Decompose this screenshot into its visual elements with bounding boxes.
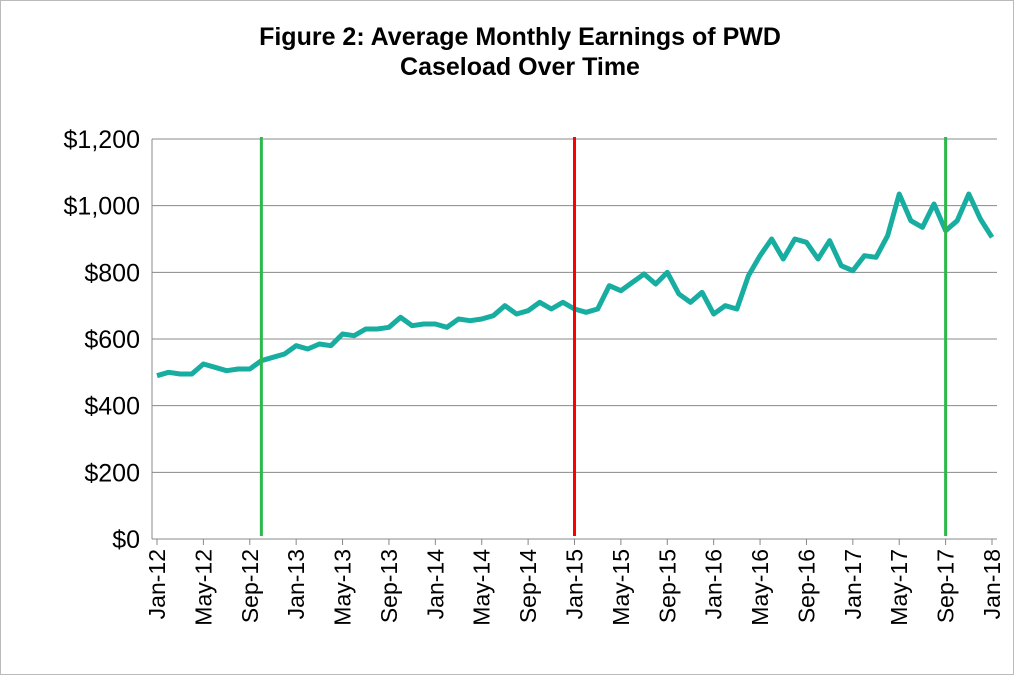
x-tick-label: Jan-13 (283, 549, 309, 619)
x-tick-label: May-17 (886, 549, 912, 626)
x-tick-label: Jan-12 (144, 549, 170, 619)
x-tick-label: Sep-15 (654, 549, 680, 623)
y-tick-label: $600 (84, 326, 140, 354)
y-tick-label: $0 (112, 526, 140, 554)
x-tick-label: Sep-13 (376, 549, 402, 623)
x-tick-label: Sep-16 (793, 549, 819, 623)
chart-title: Figure 2: Average Monthly Earnings of PW… (259, 23, 781, 81)
x-tick-label: Jan-16 (701, 549, 727, 619)
x-tick-label: Jan-14 (422, 549, 448, 620)
x-tick-label: May-13 (330, 549, 356, 626)
x-tick-label: Jan-15 (562, 549, 588, 619)
y-tick-label: $1,200 (64, 126, 140, 154)
x-tick-label: May-16 (747, 549, 773, 626)
y-tick-label: $400 (84, 393, 140, 421)
y-tick-label: $200 (84, 459, 140, 487)
x-tick-label: Sep-14 (515, 549, 541, 623)
x-tick-label: May-12 (190, 549, 216, 626)
x-tick-label: May-15 (608, 549, 634, 626)
x-tick-label: Jan-17 (840, 549, 866, 619)
x-tick-label: Sep-17 (933, 549, 959, 623)
y-tick-label: $800 (84, 259, 140, 287)
x-tick-label: Jan-18 (979, 549, 1005, 619)
x-tick-label: May-14 (469, 549, 495, 626)
x-tick-label: Sep-12 (237, 549, 263, 623)
y-tick-label: $1,000 (64, 193, 140, 221)
